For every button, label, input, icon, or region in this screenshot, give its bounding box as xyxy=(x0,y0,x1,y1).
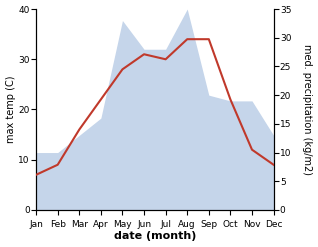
Y-axis label: max temp (C): max temp (C) xyxy=(5,76,16,143)
X-axis label: date (month): date (month) xyxy=(114,231,196,242)
Y-axis label: med. precipitation (kg/m2): med. precipitation (kg/m2) xyxy=(302,44,313,175)
